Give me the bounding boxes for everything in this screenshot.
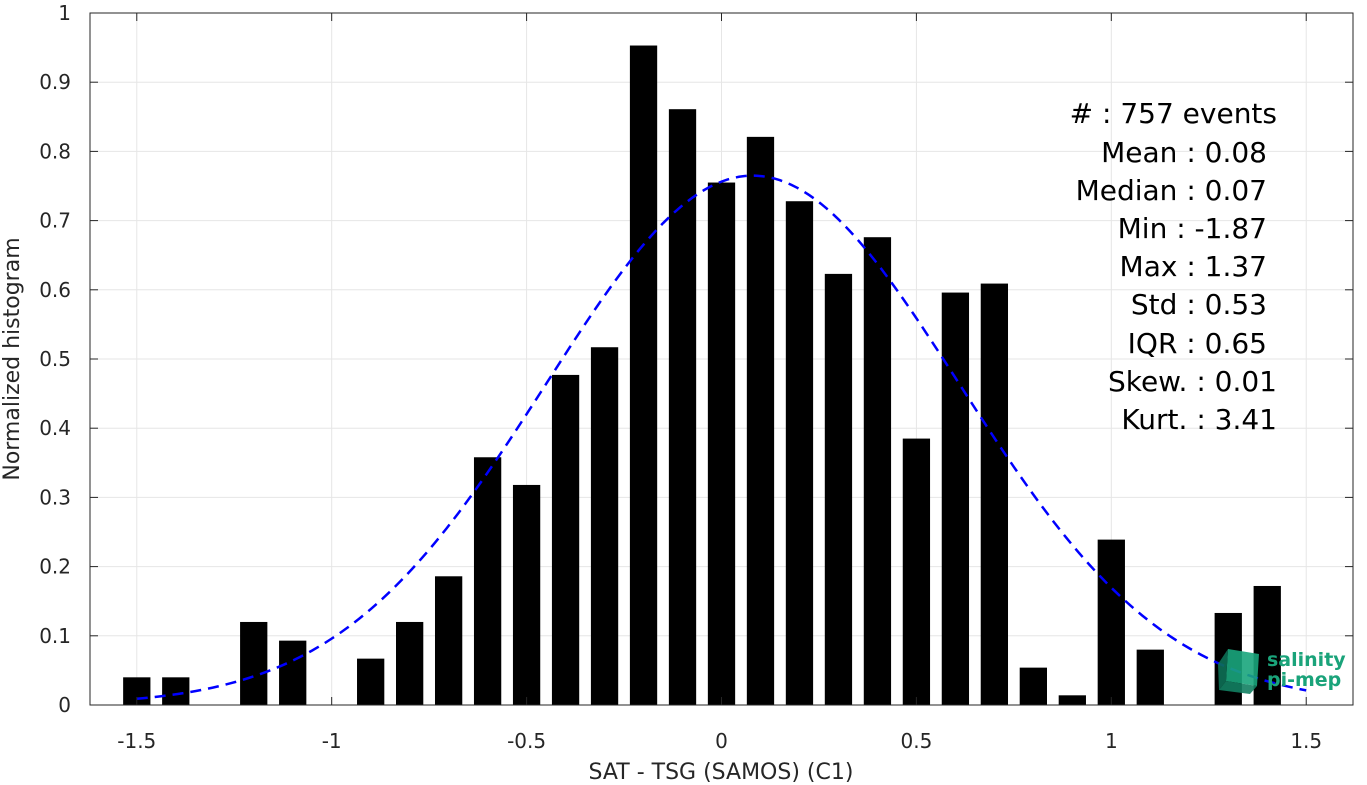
x-tick-label: 0.5: [901, 729, 933, 753]
y-tick-label: 0.8: [39, 139, 71, 163]
histogram-bar: [1058, 695, 1086, 705]
histogram-bar: [629, 45, 658, 706]
histogram-bar: [240, 621, 268, 705]
histogram-bar: [434, 576, 463, 705]
logo-line-1: salinity: [1267, 649, 1346, 671]
y-tick-label: 0.4: [39, 416, 71, 440]
y-tick-label: 0.2: [39, 555, 71, 579]
histogram-bar: [590, 347, 619, 705]
normal-fit-curve: [136, 174, 1307, 701]
histogram-bar: [668, 109, 697, 706]
stat-min: Min : -1.87: [1118, 212, 1267, 245]
x-tick-label: 1.5: [1290, 729, 1322, 753]
stat-std: Std : 0.53: [1131, 288, 1267, 321]
y-tick-label: 0.1: [39, 624, 71, 648]
stat-median: Median : 0.07: [1076, 174, 1267, 207]
logo-line-2: pi-mep: [1267, 669, 1341, 691]
x-tick-label: -1.5: [117, 729, 156, 753]
y-tick-label: 1: [58, 1, 71, 25]
histogram-bar: [824, 273, 853, 705]
x-tick-label: 0: [715, 729, 728, 753]
salinity-pi-mep-logo: salinity pi-mep: [1218, 649, 1346, 694]
stat-iqr: IQR : 0.65: [1128, 327, 1267, 360]
histogram-bar: [863, 237, 892, 705]
histogram-bar: [1136, 649, 1164, 705]
y-tick-label: 0.7: [39, 209, 71, 233]
y-axis-label: Normalized histogram: [0, 237, 25, 480]
logo-cube-icon: [1218, 649, 1259, 694]
histogram-bar: [785, 201, 814, 705]
stat-max: Max : 1.37: [1120, 250, 1267, 283]
histogram-bar: [941, 292, 970, 705]
histogram-bar: [396, 621, 424, 705]
histogram-bar: [746, 136, 775, 706]
histogram-bar: [1019, 667, 1047, 705]
y-tick-label: 0.9: [39, 70, 71, 94]
stat-events: # : 757 events: [1070, 97, 1277, 130]
stat-mean: Mean : 0.08: [1101, 136, 1267, 169]
y-tick-label: 0: [58, 693, 71, 717]
x-axis-label: SAT - TSG (SAMOS) (C1): [589, 760, 854, 785]
histogram-bar: [357, 658, 385, 705]
y-tick-label: 0.3: [39, 485, 71, 509]
y-tick-label: 0.6: [39, 278, 71, 302]
histogram-bar: [279, 640, 307, 705]
histogram-bar: [1253, 585, 1281, 705]
histogram-bar: [1097, 539, 1125, 705]
histogram-bar: [707, 182, 736, 706]
x-tick-label: 1: [1105, 729, 1118, 753]
x-tick-label: -0.5: [507, 729, 546, 753]
stat-kurtosis: Kurt. : 3.41: [1121, 403, 1277, 436]
stat-skewness: Skew. : 0.01: [1108, 365, 1277, 398]
histogram-bar: [551, 374, 580, 705]
x-tick-label: -1: [322, 729, 342, 753]
statistics-annotation: # : 757 events Mean : 0.08 Median : 0.07…: [1070, 97, 1277, 436]
histogram-bar: [980, 283, 1009, 705]
histogram-bar: [902, 438, 931, 705]
axis-ticks: -1.5 -1 -0.5 0 0.5 1 1.5 0 0.1 0.2 0.3 0.4 0.5 0.6 0.7…: [39, 1, 1353, 753]
histogram-bar: [162, 677, 190, 705]
histogram-bar: [512, 484, 541, 705]
histogram-bar: [473, 457, 502, 705]
y-tick-label: 0.5: [39, 347, 71, 371]
